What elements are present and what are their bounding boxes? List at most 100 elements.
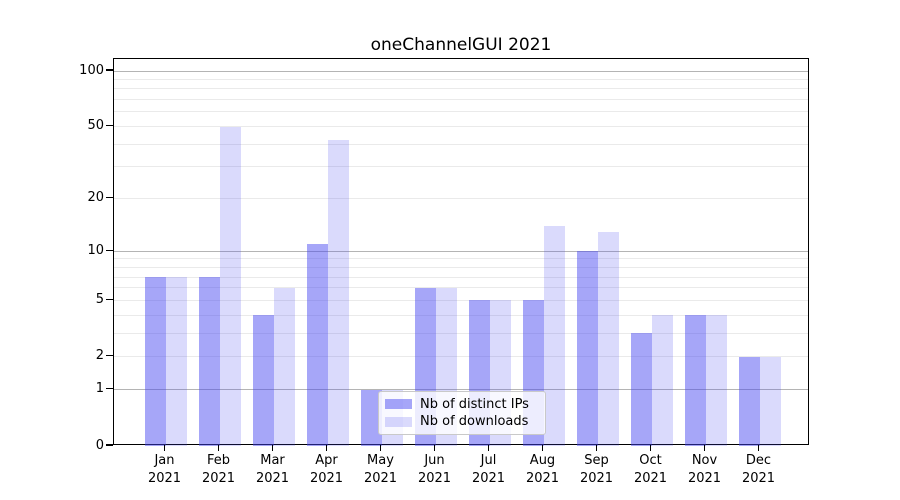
chart-title: oneChannelGUI 2021 xyxy=(370,35,552,55)
xtick-label-apr: Apr 2021 xyxy=(299,452,355,487)
xtick-mark-aug xyxy=(541,445,544,451)
gridline-minor-4 xyxy=(114,314,808,316)
bar-downloads-sep xyxy=(597,231,619,446)
xtick-mark-mar xyxy=(271,445,274,451)
xtick-month-oct: Oct xyxy=(639,453,662,468)
xtick-label-dec: Dec 2021 xyxy=(731,452,787,487)
xtick-label-sep: Sep 2021 xyxy=(569,452,625,487)
legend-swatch-distinct-ips xyxy=(385,399,412,410)
gridline-minor-20 xyxy=(114,198,808,200)
xtick-year-nov: 2021 xyxy=(687,470,722,486)
bar-downloads-apr xyxy=(327,140,349,446)
gridline-minor-50 xyxy=(114,126,808,128)
gridline-minor-6 xyxy=(114,287,808,289)
bar-distinct-ips-jan xyxy=(144,277,166,446)
gridlines-layer xyxy=(114,59,808,444)
xtick-mark-nov xyxy=(703,445,706,451)
xtick-mark-oct xyxy=(649,445,652,451)
bar-downloads-mar xyxy=(273,287,295,446)
gridline-minor-3 xyxy=(114,332,808,334)
xtick-label-jun: Jun 2021 xyxy=(407,452,463,487)
xtick-month-jul: Jul xyxy=(480,453,497,468)
legend-label-distinct-ips: Nb of distinct IPs xyxy=(420,396,529,412)
xtick-mark-dec xyxy=(757,445,760,451)
xtick-year-aug: 2021 xyxy=(525,470,560,486)
bar-downloads-oct xyxy=(651,315,673,446)
bar-distinct-ips-feb xyxy=(198,277,220,446)
ytick-mark-0 xyxy=(106,444,113,446)
legend-item-distinct-ips: Nb of distinct IPs xyxy=(385,397,539,412)
xtick-label-jan: Jan 2021 xyxy=(137,452,193,487)
xtick-mark-feb xyxy=(217,445,220,451)
xtick-year-mar: 2021 xyxy=(255,470,290,486)
xtick-year-jun: 2021 xyxy=(417,470,452,486)
xtick-label-aug: Aug 2021 xyxy=(515,452,571,487)
gridline-minor-8 xyxy=(114,266,808,268)
xtick-month-nov: Nov xyxy=(691,453,718,468)
bar-downloads-aug xyxy=(543,225,565,446)
xtick-year-may: 2021 xyxy=(363,470,398,486)
ytick-label-10: 10 xyxy=(87,242,104,258)
xtick-label-mar: Mar 2021 xyxy=(245,452,301,487)
xtick-month-dec: Dec xyxy=(745,453,772,468)
xtick-month-may: May xyxy=(367,453,394,468)
bar-distinct-ips-oct xyxy=(630,333,652,446)
xtick-month-sep: Sep xyxy=(584,453,609,468)
xtick-month-aug: Aug xyxy=(529,453,556,468)
xtick-mark-may xyxy=(379,445,382,451)
bar-distinct-ips-dec xyxy=(738,356,760,446)
xtick-mark-jun xyxy=(433,445,436,451)
ytick-mark-50 xyxy=(106,124,113,127)
bar-distinct-ips-nov xyxy=(684,315,706,446)
bar-distinct-ips-mar xyxy=(252,315,274,446)
ytick-label-20: 20 xyxy=(87,190,104,206)
ytick-mark-100 xyxy=(106,69,113,71)
gridline-major-100 xyxy=(114,70,808,72)
ytick-label-2: 2 xyxy=(95,348,104,364)
ytick-mark-2 xyxy=(106,355,113,357)
xtick-mark-apr xyxy=(325,445,328,451)
xtick-mark-sep xyxy=(595,445,598,451)
ytick-mark-5 xyxy=(106,298,113,300)
gridline-minor-80 xyxy=(114,88,808,90)
bar-distinct-ips-apr xyxy=(306,244,328,446)
xtick-year-sep: 2021 xyxy=(579,470,614,486)
xtick-month-feb: Feb xyxy=(206,453,231,468)
xtick-month-apr: Apr xyxy=(315,453,338,468)
ytick-mark-20 xyxy=(106,197,113,199)
ytick-label-0: 0 xyxy=(95,437,104,453)
xtick-label-oct: Oct 2021 xyxy=(623,452,679,487)
xtick-year-jan: 2021 xyxy=(147,470,182,486)
ytick-label-100: 100 xyxy=(79,62,104,78)
bar-downloads-nov xyxy=(705,315,727,446)
gridline-minor-7 xyxy=(114,276,808,278)
gridline-minor-5 xyxy=(114,299,808,301)
bar-downloads-dec xyxy=(759,356,781,446)
xtick-mark-jul xyxy=(487,445,490,451)
gridline-minor-30 xyxy=(114,166,808,168)
xtick-year-feb: 2021 xyxy=(201,470,236,486)
xtick-month-jun: Jun xyxy=(424,453,445,468)
xtick-label-may: May 2021 xyxy=(353,452,409,487)
ytick-label-1: 1 xyxy=(95,381,104,397)
xtick-label-jul: Jul 2021 xyxy=(461,452,517,487)
legend: Nb of distinct IPs Nb of downloads xyxy=(378,391,546,435)
xtick-year-apr: 2021 xyxy=(309,470,344,486)
xtick-year-jul: 2021 xyxy=(471,470,506,486)
legend-label-downloads: Nb of downloads xyxy=(420,414,529,430)
xtick-month-jan: Jan xyxy=(154,453,175,468)
ytick-mark-10 xyxy=(106,249,113,251)
bar-downloads-jan xyxy=(165,277,187,446)
gridline-major-10 xyxy=(114,250,808,252)
bars-layer xyxy=(114,59,808,446)
gridline-major-1 xyxy=(114,389,808,391)
gridline-minor-2 xyxy=(114,356,808,358)
xtick-label-nov: Nov 2021 xyxy=(677,452,733,487)
gridline-minor-60 xyxy=(114,111,808,113)
gridline-minor-70 xyxy=(114,99,808,101)
ytick-label-5: 5 xyxy=(95,291,104,307)
gridline-minor-40 xyxy=(114,143,808,145)
legend-item-downloads: Nb of downloads xyxy=(385,414,539,429)
plot-area: Nb of distinct IPs Nb of downloads xyxy=(113,58,809,446)
